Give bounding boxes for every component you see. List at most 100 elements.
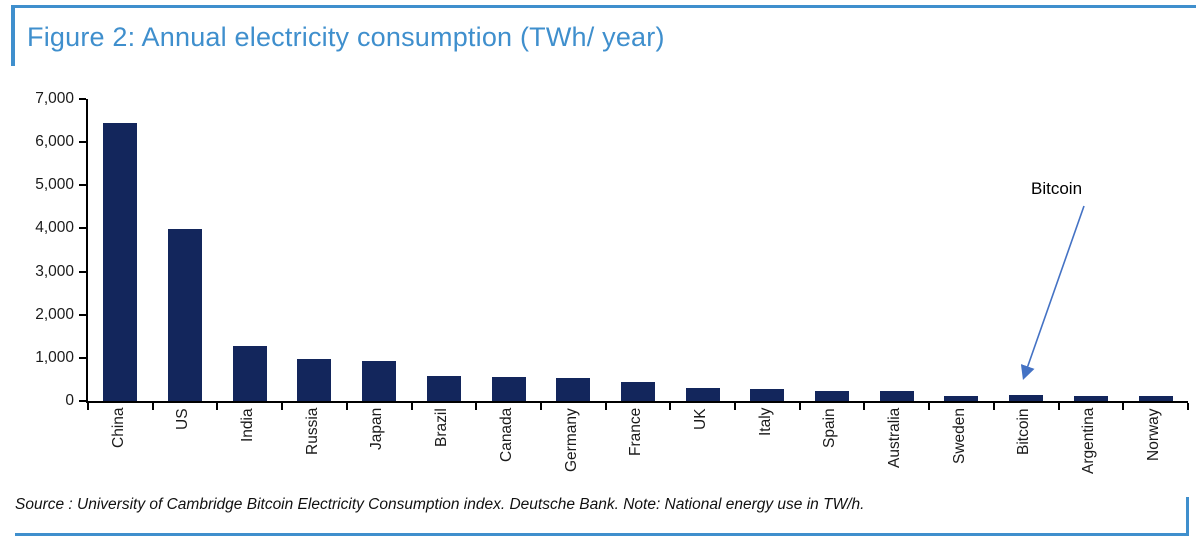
figure-title: Figure 2: Annual electricity consumption… [27,22,665,52]
bar-slot [929,99,994,401]
x-label-slot: US [151,408,216,496]
bar-india [232,346,267,401]
source-note: Source : University of Cambridge Bitcoin… [15,496,865,513]
y-tick-label: 4,000 [35,219,74,237]
bar-slot [412,99,477,401]
x-tick-label: Argentina [1080,408,1098,475]
x-tick-mark [281,403,284,410]
x-tick-mark [734,403,737,410]
x-label-slot: Bitcoin [992,408,1057,496]
bar-slot [864,99,929,401]
bar-slot [1123,99,1188,401]
x-tick-label: UK [691,408,709,430]
y-tick-mark [79,270,86,273]
x-tick-label: US [174,408,192,430]
bar-slot [670,99,735,401]
x-tick-mark [475,403,478,410]
bar-japan [362,361,397,401]
plot-area [79,98,1189,410]
y-tick-mark [79,356,86,359]
x-label-slot: Norway [1121,408,1186,496]
bar-australia [879,391,914,401]
x-tick-label: India [239,408,256,442]
bar-slot [735,99,800,401]
x-tick-mark [669,403,672,410]
x-tick-label: Bitcoin [1015,408,1033,455]
x-label-slot: Germany [539,408,604,496]
y-tick-label: 7,000 [35,90,74,107]
bar-canada [491,377,526,401]
x-tick-label: Russia [303,408,321,456]
y-tick-mark [79,227,86,230]
x-tick-mark [1187,403,1189,410]
y-tick-label: 2,000 [35,305,74,323]
x-tick-mark [798,403,801,410]
bar-slot [1059,99,1124,401]
x-label-slot: Italy [733,408,798,496]
x-label-slot: India [215,408,280,496]
bar-slot [153,99,218,401]
bar-slot [88,99,153,401]
bar-slot [347,99,412,401]
bar-italy [750,388,785,401]
x-label-slot: Russia [280,408,345,496]
bars-row [88,99,1188,401]
y-tick-mark [79,400,86,402]
bar-argentina [1073,395,1108,401]
x-label-slot: Argentina [1057,408,1122,496]
y-tick-label: 1,000 [35,348,74,366]
bar-uk [685,388,720,401]
x-label-slot: Canada [474,408,539,496]
x-tick-mark [928,403,931,410]
bar-germany [556,378,591,401]
x-tick-label: Sweden [950,408,968,465]
y-tick-mark [79,184,86,187]
x-tick-label: Spain [821,408,839,448]
x-label-slot: Australia [862,408,927,496]
x-axis-labels: China US India Russia Japan Brazil Canada Germa… [86,408,1186,496]
y-tick-label: 3,000 [35,262,74,280]
x-tick-mark [345,403,348,410]
x-label-slot: Sweden [927,408,992,496]
bar-france [620,381,655,401]
x-tick-label: Germany [562,408,580,472]
x-label-slot: China [86,408,151,496]
bar-slot [476,99,541,401]
x-tick-label: Italy [756,408,774,437]
x-tick-label: France [627,408,645,457]
bar-brazil [426,375,461,401]
bar-slot [282,99,347,401]
x-tick-mark [992,403,995,410]
bar-slot [994,99,1059,401]
x-tick-mark [1057,403,1060,410]
y-tick-label: 5,000 [35,176,74,194]
x-tick-mark [539,403,542,410]
x-tick-mark [1122,403,1125,410]
bar-slot [541,99,606,401]
bar-us [168,228,203,401]
bar-norway [1138,395,1173,401]
bar-sweden [944,395,979,401]
x-tick-mark [863,403,866,410]
x-label-slot: France [604,408,669,496]
x-label-slot: UK [668,408,733,496]
y-tick-label: 0 [65,392,74,409]
x-label-slot: Japan [345,408,410,496]
bar-bitcoin [1009,395,1044,401]
x-tick-mark [216,403,219,410]
bar-china [103,122,138,401]
x-tick-label: Australia [886,408,904,469]
x-tick-label: Norway [1144,408,1162,461]
x-label-slot: Brazil [410,408,475,496]
x-tick-mark [604,403,607,410]
y-tick-mark [79,98,86,100]
bar-russia [297,359,332,401]
x-tick-label: Canada [497,408,515,463]
x-tick-label: Brazil [433,408,451,447]
y-axis-labels: 0 1,000 2,000 3,000 4,000 5,000 6,000 7,000 [0,90,74,409]
y-tick-mark [79,141,86,144]
x-tick-mark [410,403,413,410]
x-label-slot: Spain [798,408,863,496]
y-tick-label: 6,000 [35,133,74,151]
